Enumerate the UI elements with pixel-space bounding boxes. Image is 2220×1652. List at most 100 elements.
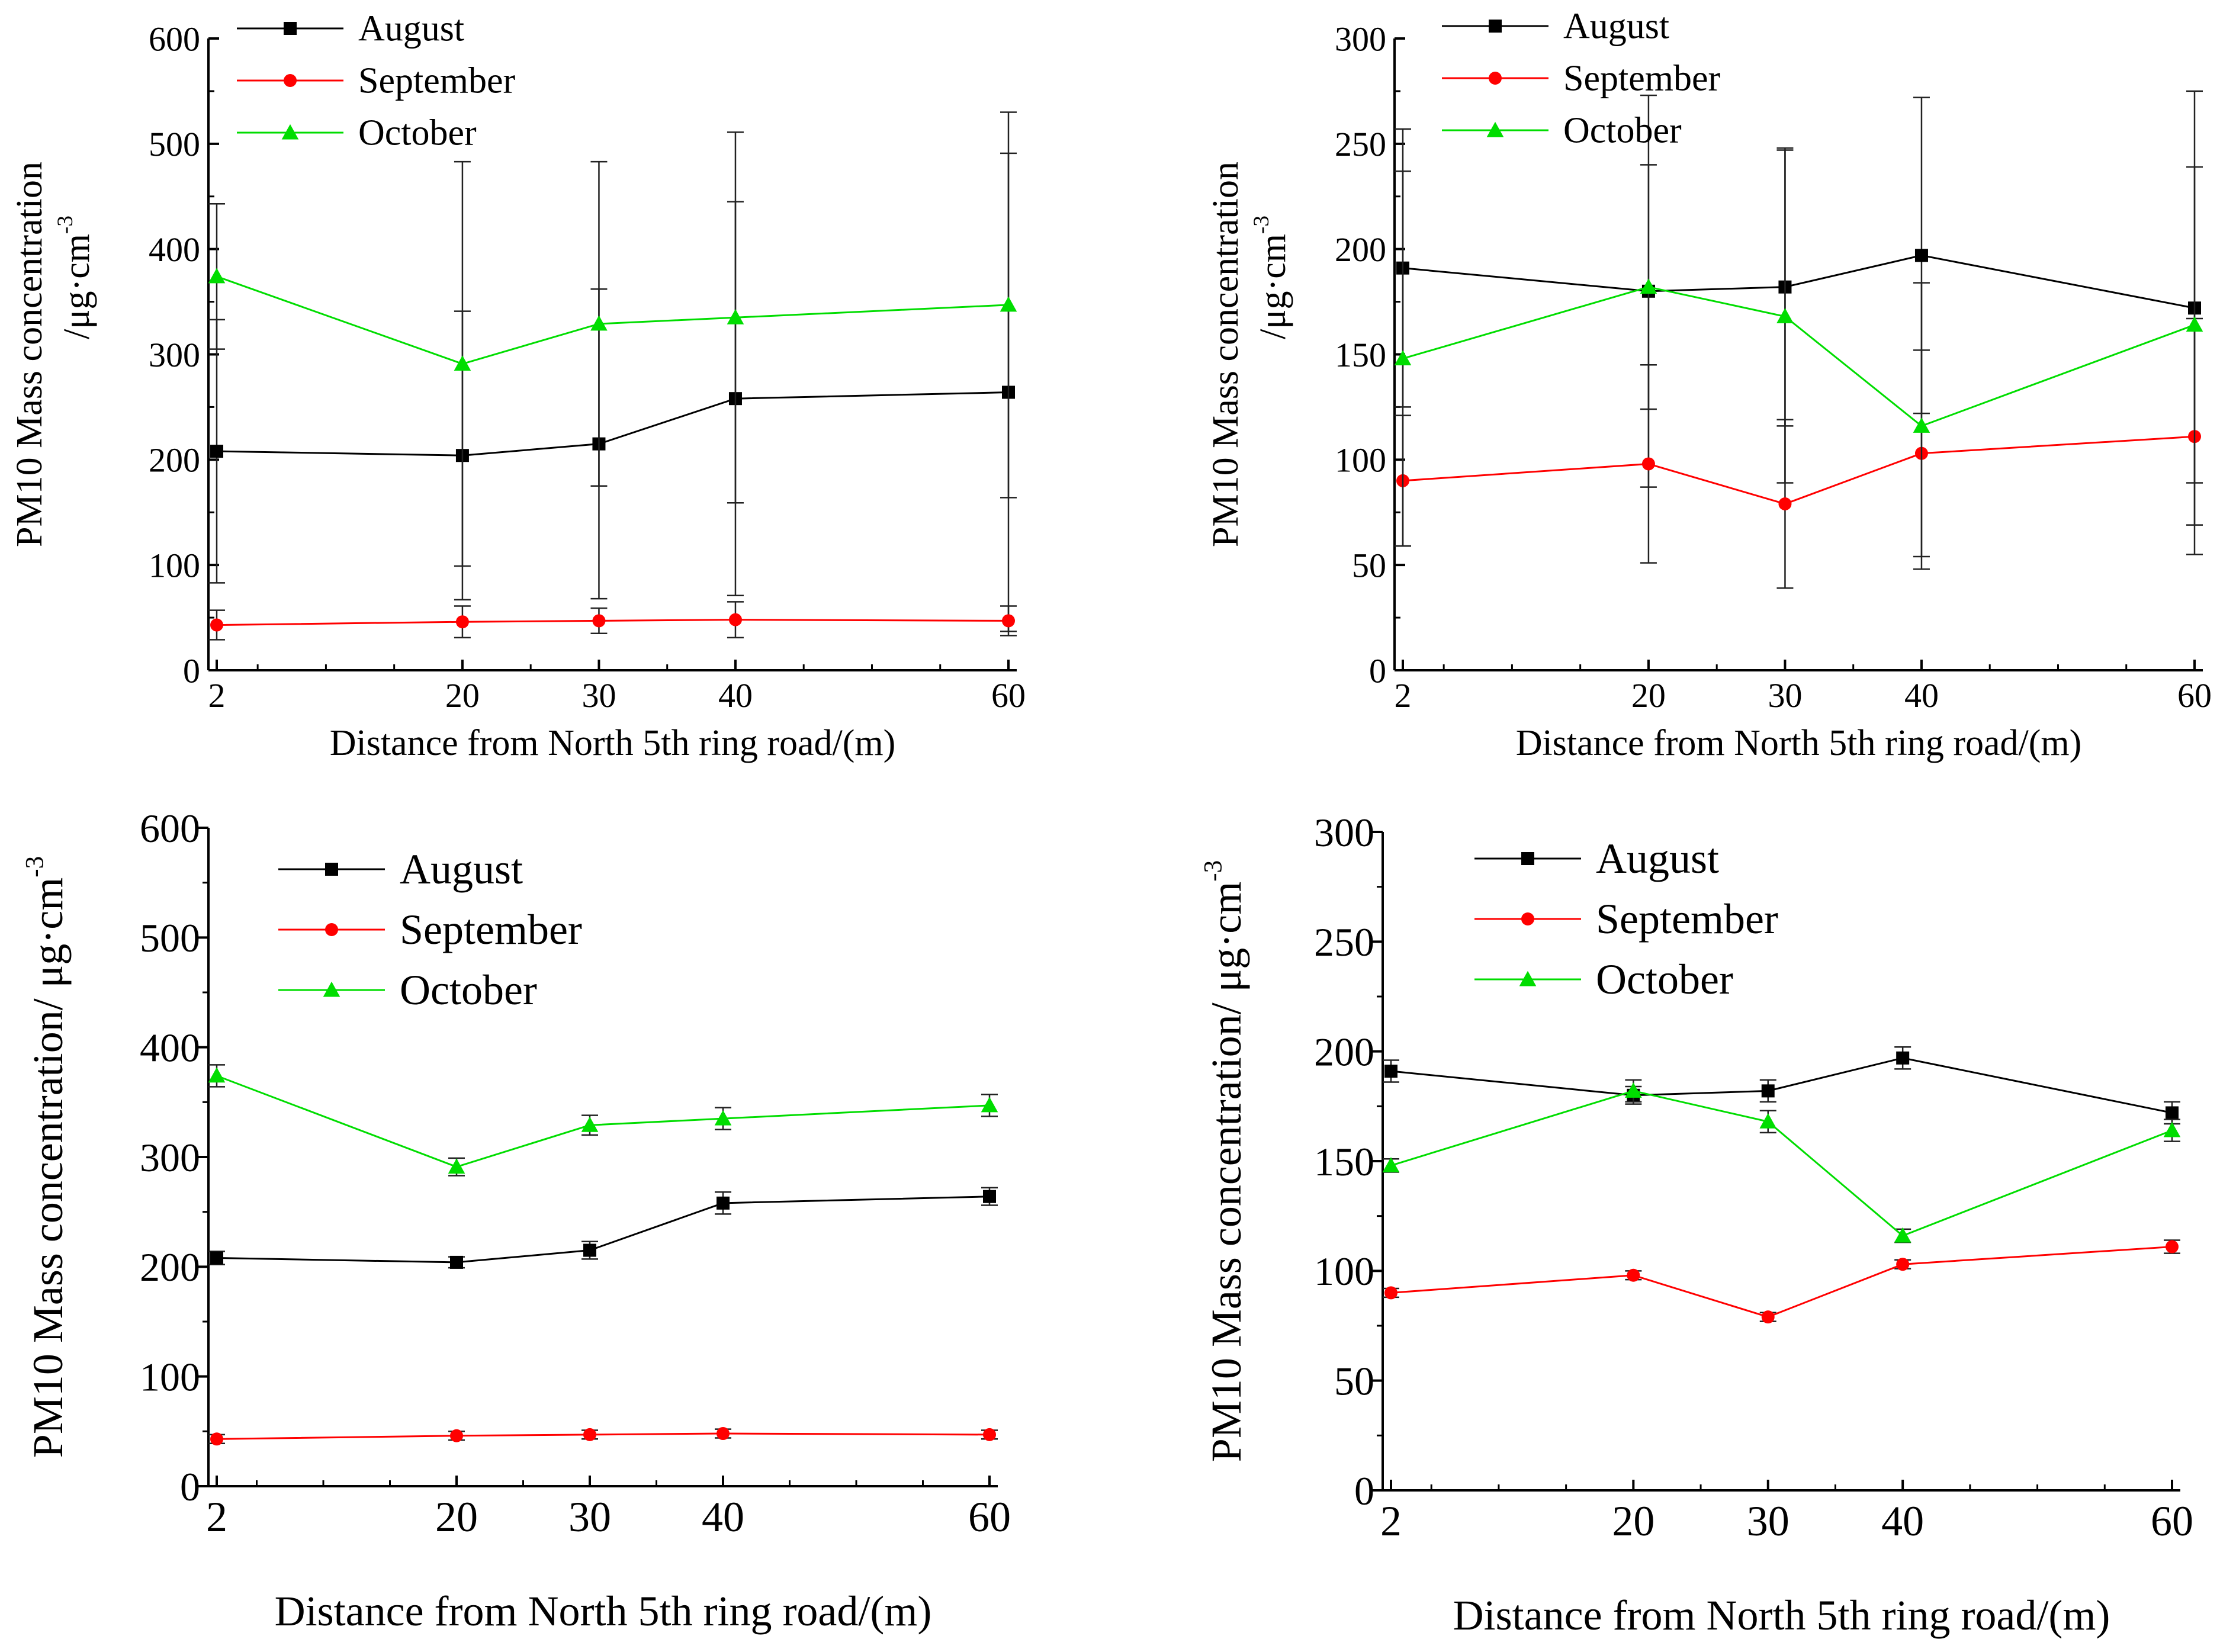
- legend-item: August: [237, 8, 464, 49]
- legend-item: October: [1442, 110, 1682, 150]
- x-tick-label: 40: [1881, 1497, 1924, 1545]
- y-tick-label: 200: [1314, 1029, 1374, 1074]
- legend-label: October: [358, 113, 477, 153]
- x-tick-label: 60: [991, 676, 1026, 715]
- y-tick-label: 100: [1335, 441, 1386, 480]
- legend-marker: [281, 124, 299, 140]
- legend-label: September: [1563, 58, 1720, 98]
- legend-marker: [1521, 912, 1534, 925]
- data-point: [1640, 278, 1657, 294]
- x-tick-label: 2: [1395, 676, 1412, 715]
- legend-marker: [284, 74, 297, 87]
- y-tick-label: 250: [1314, 920, 1374, 965]
- y-axis-label: PM10 Mass concentration/ μg·cm-3: [21, 856, 72, 1458]
- data-point: [2166, 1240, 2179, 1254]
- series-august: [1395, 90, 2203, 526]
- y-tick-label: 50: [1334, 1358, 1374, 1403]
- data-point: [2163, 1121, 2181, 1137]
- y-tick-label: 200: [140, 1245, 200, 1290]
- series-september: [1395, 317, 2203, 589]
- data-point: [210, 1251, 223, 1265]
- y-tick-label: 0: [180, 1464, 200, 1509]
- x-tick-label: 20: [435, 1493, 478, 1541]
- y-tick-label: 100: [1314, 1249, 1374, 1294]
- series-line: [216, 391, 1009, 457]
- y-axis-label-line1: PM10 Mass concentration: [1206, 162, 1246, 547]
- x-tick-label: 2: [1380, 1497, 1402, 1545]
- series-line: [1390, 1246, 2173, 1318]
- series-october: [208, 111, 1017, 567]
- y-tick-label: 500: [149, 125, 200, 163]
- legend-marker: [325, 923, 338, 936]
- data-point: [717, 1427, 730, 1441]
- x-tick-label: 20: [1631, 676, 1666, 715]
- data-point: [1776, 308, 1794, 323]
- series-october: [208, 1064, 998, 1177]
- series-october: [1382, 1079, 2181, 1243]
- legend-marker: [1489, 72, 1502, 85]
- data-point: [1384, 1065, 1397, 1078]
- series-august: [208, 1187, 998, 1269]
- data-point: [1002, 614, 1015, 628]
- y-axis-label-line2: /μg·cm-3: [1249, 216, 1293, 339]
- series-september: [1383, 1239, 2180, 1324]
- x-tick-label: 2: [208, 676, 226, 715]
- series-line: [1402, 286, 2195, 428]
- x-tick-label: 40: [718, 676, 753, 715]
- data-point: [583, 1428, 596, 1441]
- x-tick-label: 20: [445, 676, 480, 715]
- legend: August September October: [1442, 6, 1720, 150]
- data-point: [1641, 457, 1655, 471]
- x-tick-label: 20: [1612, 1497, 1654, 1545]
- data-point: [210, 618, 223, 632]
- series-line: [1402, 435, 2195, 505]
- y-tick-label: 500: [140, 915, 200, 960]
- x-axis-label: Distance from North 5th ring road/(m): [1453, 1592, 2110, 1639]
- data-point: [1761, 1084, 1775, 1098]
- data-point: [1913, 417, 1930, 433]
- data-point: [2186, 316, 2203, 332]
- y-axis-label-superscript: -3: [21, 856, 49, 878]
- chart-top-right: 0 50 100 150 200 250 300 2 20 30 40 60 Distance from…: [1206, 6, 2212, 763]
- data-point: [210, 1432, 223, 1446]
- data-point: [1894, 1227, 1911, 1243]
- data-point: [1394, 350, 1412, 366]
- y-tick-label: 50: [1352, 546, 1386, 584]
- data-point: [1896, 1258, 1910, 1271]
- y-tick-label: 250: [1335, 125, 1386, 163]
- legend-item: September: [278, 906, 582, 953]
- data-point: [583, 1243, 596, 1257]
- data-point: [1914, 249, 1928, 262]
- data-point: [981, 1097, 998, 1113]
- y-axis-label-line2: /μg·cm-3: [53, 216, 97, 339]
- series-line: [216, 275, 1009, 365]
- legend-item: August: [1442, 6, 1669, 46]
- x-tick-label: 30: [1768, 676, 1802, 715]
- legend-marker: [323, 981, 340, 997]
- legend-item: October: [237, 113, 477, 153]
- series-september: [208, 1427, 998, 1446]
- legend: August September October: [278, 846, 582, 1014]
- data-point: [1896, 1051, 1910, 1065]
- legend-marker: [1486, 121, 1504, 137]
- data-point: [450, 1255, 463, 1269]
- legend-marker: [325, 863, 338, 876]
- data-point: [727, 308, 744, 324]
- y-axis-label-line1: PM10 Mass concentration: [9, 162, 50, 547]
- series-line: [1390, 1057, 2173, 1114]
- series-line: [1402, 254, 2195, 309]
- data-point: [208, 268, 226, 284]
- data-point: [581, 1116, 599, 1132]
- y-tick-label: 400: [149, 230, 200, 269]
- data-point: [1384, 1286, 1397, 1300]
- x-tick-label: 40: [1904, 676, 1939, 715]
- chart-top-left: 0 100 200 300 400 500 600 2 20 30 40 60 Distance fro…: [9, 8, 1026, 763]
- y-tick-label: 100: [140, 1354, 200, 1399]
- y-tick-label: 0: [1354, 1468, 1374, 1513]
- series-line: [216, 619, 1009, 626]
- x-tick-label: 30: [581, 676, 616, 715]
- data-point: [450, 1429, 463, 1442]
- y-tick-label: 300: [149, 336, 200, 374]
- legend-item: October: [278, 966, 537, 1014]
